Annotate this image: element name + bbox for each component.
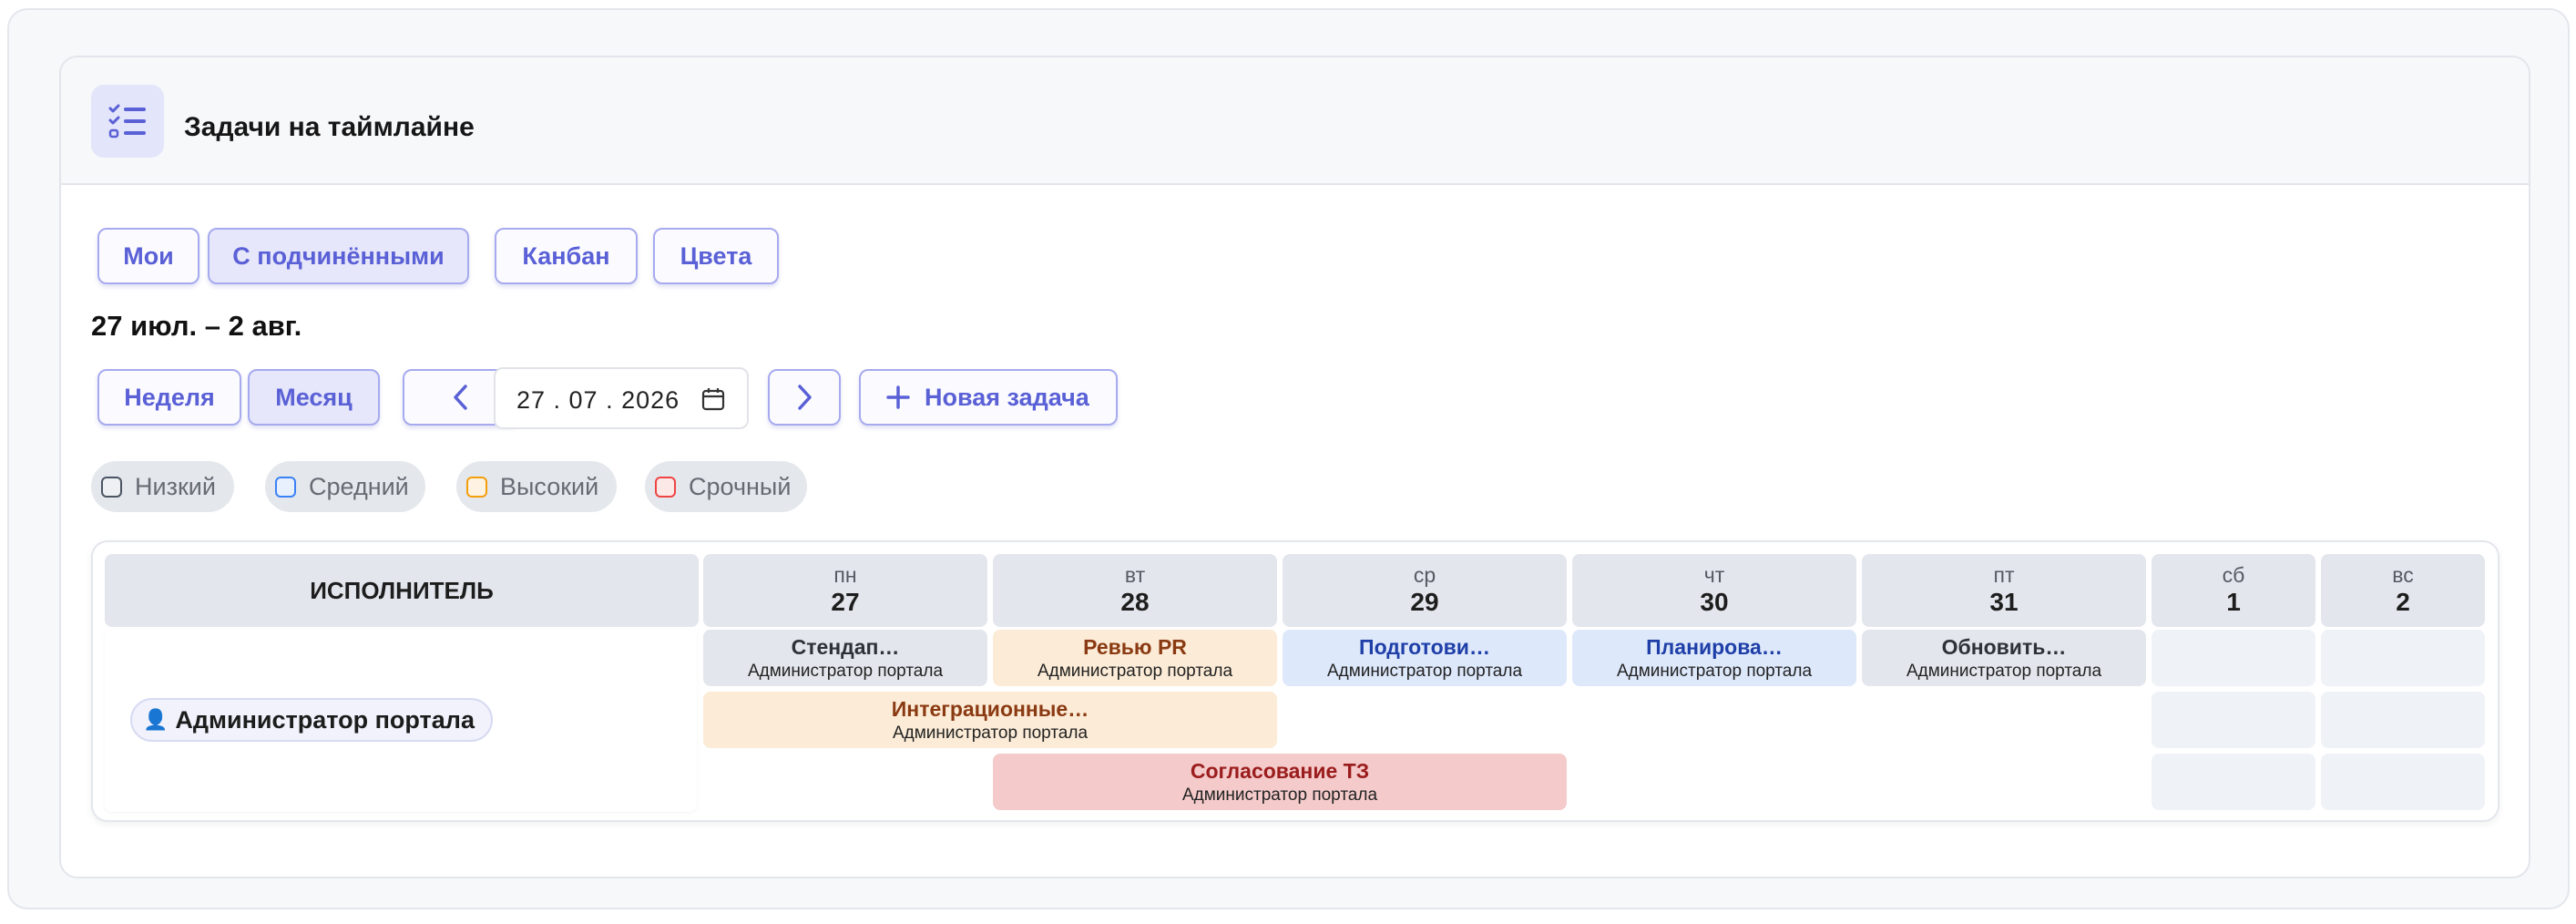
day-of-week: пт: [1993, 563, 2015, 587]
task-bar[interactable]: Согласование ТЗ Администратор портала: [993, 754, 1567, 810]
task-bar[interactable]: Ревью PR Администратор портала: [993, 630, 1277, 686]
user-icon: 👤: [143, 708, 169, 731]
priority-low-swatch: [101, 476, 122, 498]
assignee-name: Администратор портала: [175, 705, 475, 734]
tab-kanban[interactable]: Канбан: [495, 228, 638, 284]
task-bar[interactable]: Планирова… Администратор портала: [1572, 630, 1856, 686]
card-header: Задачи на таймлайне: [61, 57, 2529, 185]
day-number: 28: [1120, 588, 1150, 616]
new-task-label: Новая задача: [925, 383, 1089, 411]
day-header: вт 28: [993, 554, 1277, 627]
priority-label: Срочный: [689, 472, 792, 500]
priority-label: Средний: [309, 472, 409, 500]
task-title: Интеграционные…: [891, 697, 1089, 721]
weekend-cell[interactable]: [2152, 692, 2315, 748]
page-container: Задачи на таймлайне Мои С подчинёнными К…: [7, 8, 2570, 909]
tab-with-subordinates[interactable]: С подчинёнными: [208, 228, 469, 284]
calendar-icon[interactable]: [701, 387, 725, 416]
weekend-cell[interactable]: [2321, 692, 2485, 748]
weekend-cell[interactable]: [2152, 754, 2315, 810]
timeline-grid: ИСПОЛНИТЕЛЬ пн 27 вт 28 ср 29 чт 30 пт 3…: [91, 540, 2499, 822]
priority-urgent-chip[interactable]: Срочный: [645, 461, 807, 512]
day-of-week: пн: [833, 563, 857, 587]
weekend-cell[interactable]: [2321, 630, 2485, 686]
tab-colors[interactable]: Цвета: [653, 228, 779, 284]
day-of-week: чт: [1703, 563, 1725, 587]
timeline-card: Задачи на таймлайне Мои С подчинёнными К…: [59, 56, 2530, 878]
period-month-button[interactable]: Месяц: [248, 369, 380, 426]
day-number: 30: [1700, 588, 1729, 616]
task-assignee: Администратор портала: [1906, 662, 2102, 681]
day-header: сб 1: [2152, 554, 2315, 627]
priority-medium-chip[interactable]: Средний: [265, 461, 425, 512]
priority-urgent-swatch: [655, 476, 676, 498]
executor-header: ИСПОЛНИТЕЛЬ: [105, 554, 699, 627]
day-of-week: вт: [1124, 563, 1146, 587]
chevron-right-icon: [798, 385, 812, 410]
task-bar[interactable]: Подготови… Администратор портала: [1283, 630, 1567, 686]
task-title: Ревью PR: [1083, 635, 1187, 659]
task-assignee: Администратор портала: [1326, 662, 1523, 681]
weekend-cell[interactable]: [2321, 754, 2485, 810]
priority-low-chip[interactable]: Низкий: [91, 461, 234, 512]
priority-high-chip[interactable]: Высокий: [456, 461, 617, 512]
day-number: 31: [1989, 588, 2019, 616]
task-title: Стендап…: [791, 635, 900, 659]
priority-high-swatch: [466, 476, 487, 498]
day-header: пн 27: [703, 554, 987, 627]
chevron-left-icon: [454, 385, 467, 410]
task-bar[interactable]: Обновить… Администратор портала: [1862, 630, 2146, 686]
task-bar[interactable]: Интеграционные… Администратор портала: [703, 692, 1277, 748]
assignee-column: 👤 Администратор портала: [105, 630, 697, 812]
task-title: Подготови…: [1359, 635, 1490, 659]
task-assignee: Администратор портала: [892, 724, 1089, 743]
tab-mine[interactable]: Мои: [97, 228, 199, 284]
checklist-icon: [91, 85, 164, 158]
priority-label: Высокий: [500, 472, 599, 500]
priority-label: Низкий: [135, 472, 216, 500]
day-header: пт 31: [1862, 554, 2146, 627]
plus-icon: [886, 385, 910, 409]
day-of-week: сб: [2222, 563, 2245, 587]
task-bar[interactable]: Стендап… Администратор портала: [703, 630, 987, 686]
page-title: Задачи на таймлайне: [184, 112, 475, 142]
task-assignee: Администратор портала: [747, 662, 944, 681]
day-number: 29: [1410, 588, 1439, 616]
period-week-button[interactable]: Неделя: [97, 369, 241, 426]
day-of-week: вс: [2392, 563, 2414, 587]
task-title: Планирова…: [1646, 635, 1783, 659]
day-number: 1: [2226, 588, 2241, 616]
date-value: 27 . 07 . 2026: [516, 386, 680, 414]
day-header: вс 2: [2321, 554, 2485, 627]
next-period-button[interactable]: [768, 369, 841, 426]
task-title: Обновить…: [1941, 635, 2067, 659]
task-assignee: Администратор портала: [1181, 785, 1378, 805]
day-of-week: ср: [1413, 563, 1436, 587]
task-title: Согласование ТЗ: [1190, 759, 1370, 783]
day-header: ср 29: [1283, 554, 1567, 627]
task-assignee: Администратор портала: [1616, 662, 1813, 681]
date-range: 27 июл. – 2 авг.: [91, 310, 302, 342]
new-task-button[interactable]: Новая задача: [859, 369, 1118, 426]
date-input[interactable]: 27 . 07 . 2026: [494, 367, 749, 429]
day-header: чт 30: [1572, 554, 1856, 627]
day-number: 2: [2396, 588, 2410, 616]
task-assignee: Администратор портала: [1037, 662, 1233, 681]
priority-medium-swatch: [275, 476, 296, 498]
day-number: 27: [831, 588, 860, 616]
weekend-cell[interactable]: [2152, 630, 2315, 686]
assignee-badge[interactable]: 👤 Администратор портала: [130, 698, 493, 742]
